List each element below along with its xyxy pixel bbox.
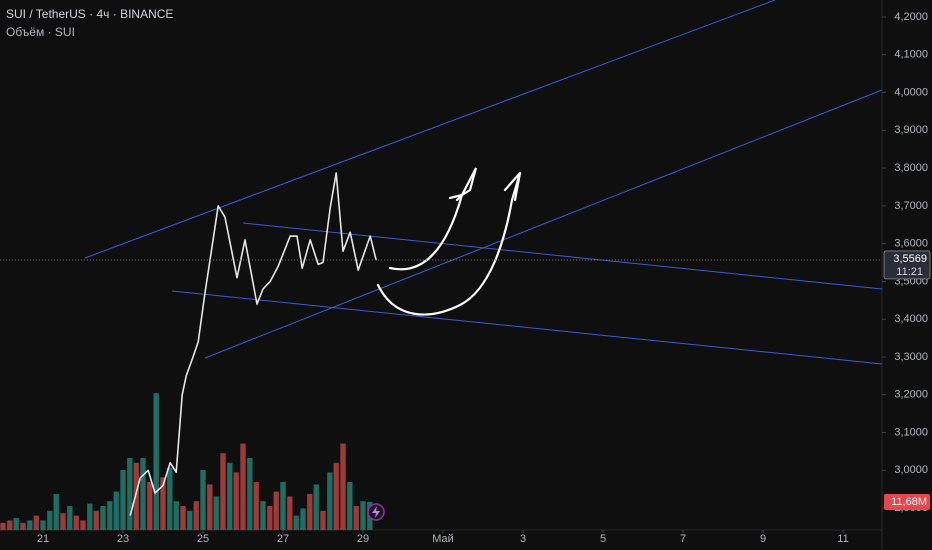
- volume-bar: [180, 506, 186, 530]
- x-tick-label: 9: [760, 533, 766, 545]
- volume-bar: [220, 453, 226, 530]
- countdown-label: 11:21: [896, 266, 923, 278]
- volume-bar: [360, 501, 366, 530]
- volume-bar: [267, 506, 273, 530]
- volume-bar: [113, 491, 119, 530]
- volume-bar: [153, 393, 159, 530]
- y-tick-label: 3,4000: [894, 313, 928, 325]
- arrow-sketch: [376, 171, 522, 316]
- volume-bar: [340, 443, 346, 530]
- volume-bar: [13, 518, 19, 530]
- y-tick-label: 3,0000: [894, 464, 928, 476]
- chart-title: SUI / TetherUS · 4ч · BINANCE: [6, 7, 173, 21]
- y-tick-label: 4,2000: [894, 11, 928, 23]
- x-tick-label: Май: [432, 533, 454, 545]
- volume-bar: [40, 520, 46, 530]
- volume-bar: [73, 515, 79, 530]
- trend-line: [204, 89, 883, 359]
- y-tick-label: 3,3000: [894, 351, 928, 363]
- y-tick-label: 3,9000: [894, 124, 928, 136]
- x-tick-label: 23: [117, 533, 129, 545]
- y-tick-label: 3,7000: [894, 200, 928, 212]
- chart-subtitle: Объём · SUI: [6, 25, 75, 39]
- volume-bar: [80, 520, 86, 530]
- volume-bar: [247, 458, 253, 530]
- last-volume-box: [884, 493, 930, 510]
- volume-bar: [20, 522, 26, 530]
- volume-bar: [60, 513, 66, 530]
- volume-bar: [253, 482, 259, 530]
- volume-bar: [207, 484, 213, 530]
- volume-bar: [93, 510, 99, 530]
- x-tick-label: 3: [520, 533, 526, 545]
- last-price-label: 3,5569: [893, 253, 927, 265]
- lightning-icon: [372, 506, 380, 518]
- volume-bar: [327, 472, 333, 530]
- x-tick-label: 21: [37, 533, 49, 545]
- volume-bar: [260, 501, 266, 530]
- volume-bar: [273, 491, 279, 530]
- y-tick-label: 4,0000: [894, 86, 928, 98]
- volume-bar: [287, 496, 293, 530]
- last-volume-label: 11,68M: [891, 496, 927, 508]
- volume-bar: [67, 506, 73, 530]
- volume-bar: [100, 506, 106, 530]
- x-tick-label: 7: [680, 533, 686, 545]
- x-tick-label: 5: [600, 533, 606, 545]
- volume-bar: [227, 462, 233, 530]
- y-tick-label: 3,6000: [894, 238, 928, 250]
- volume-bar: [120, 470, 126, 530]
- volume-layer: [0, 393, 373, 530]
- x-tick-label: 11: [837, 533, 848, 545]
- volume-bar: [47, 510, 53, 530]
- volume-bar: [167, 467, 173, 530]
- volume-bar: [307, 494, 313, 530]
- volume-bar: [187, 510, 193, 530]
- volume-bar: [7, 520, 13, 530]
- volume-bar: [233, 472, 239, 530]
- x-tick-label: 25: [197, 533, 209, 545]
- volume-bar: [87, 503, 93, 530]
- volume-bar: [33, 515, 39, 530]
- y-tick-label: 3,2000: [894, 389, 928, 401]
- volume-bar: [313, 484, 319, 530]
- hand-drawing: [376, 167, 522, 316]
- volume-bar: [53, 494, 59, 530]
- volume-bar: [320, 510, 326, 530]
- volume-bar: [173, 501, 179, 530]
- y-tick-label: 3,1000: [894, 426, 928, 438]
- y-tick-label: 3,8000: [894, 162, 928, 174]
- price-line: [129, 172, 377, 516]
- trend-line: [84, 0, 776, 259]
- trend-line: [171, 290, 883, 365]
- volume-bar: [333, 462, 339, 530]
- volume-bar: [133, 462, 139, 530]
- price-layer: [129, 172, 377, 516]
- x-tick-label: 27: [277, 533, 289, 545]
- volume-bar: [300, 508, 306, 530]
- volume-bar: [200, 470, 206, 530]
- volume-bar: [160, 477, 166, 530]
- arrow-sketch: [388, 167, 478, 271]
- volume-bar: [213, 496, 219, 530]
- last-price-box: [883, 250, 931, 280]
- volume-bar: [280, 482, 286, 530]
- volume-bar: [353, 506, 359, 530]
- volume-bar: [347, 482, 353, 530]
- volume-bar: [293, 515, 299, 530]
- volume-bar: [147, 482, 153, 530]
- y-tick-label: 4,1000: [894, 49, 928, 61]
- volume-bar: [107, 501, 113, 530]
- volume-bar: [193, 501, 199, 530]
- volume-bar: [140, 458, 146, 530]
- x-tick-label: 29: [357, 533, 369, 545]
- volume-bar: [27, 520, 33, 530]
- volume-bar: [127, 458, 133, 530]
- volume-bar: [240, 443, 246, 530]
- volume-bar: [0, 522, 6, 530]
